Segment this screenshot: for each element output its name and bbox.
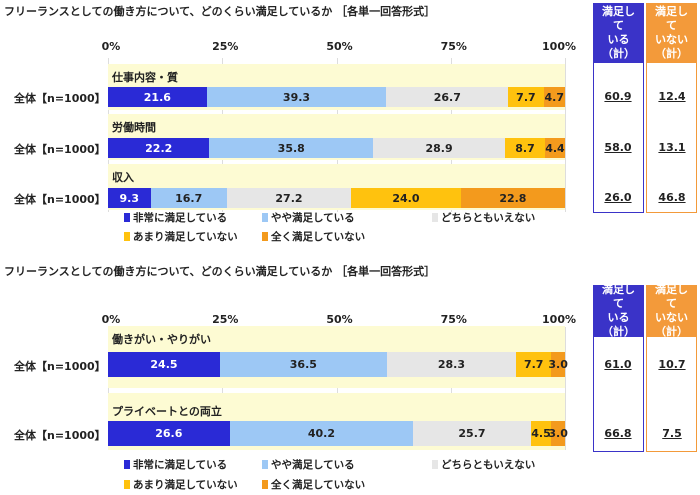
satisfied-total: 61.0 xyxy=(604,357,632,371)
summary-header: 満足して いない （計） xyxy=(646,283,697,338)
bar-segment-3: 26.7 xyxy=(386,87,509,107)
bar-segment-3: 28.3 xyxy=(386,352,517,377)
legend-item: やや満足している xyxy=(262,457,355,472)
legend-label: あまり満足していない xyxy=(133,479,238,491)
legend-item: あまり満足していない xyxy=(124,477,238,492)
bar-segment-5: 4.7 xyxy=(543,87,565,107)
bar-segment-2: 35.8 xyxy=(209,138,374,158)
legend-item: 非常に満足している xyxy=(124,210,227,225)
bar-segment-4: 24.0 xyxy=(351,188,461,208)
row-label: 全体【n=1000】 xyxy=(14,92,106,105)
legend-label: 全く満足していない xyxy=(271,231,366,243)
bar-segment-4: 7.7 xyxy=(516,352,552,377)
axis-tick-label: 100% xyxy=(542,313,576,326)
legend-item: あまり満足していない xyxy=(124,229,238,244)
gridline xyxy=(565,327,566,450)
category-label: プライベートとの両立 xyxy=(112,405,222,418)
satisfied-total: 60.9 xyxy=(604,90,632,103)
legend-label: どちらともいえない xyxy=(441,212,536,224)
bar-segment-3: 28.9 xyxy=(373,138,506,158)
axis-tick-label: 50% xyxy=(326,40,353,53)
summary-header: 満足して いる （計） xyxy=(593,283,644,338)
chart-title: フリーランスとしての働き方について、どのくらい満足しているか ［各単一回答形式］ xyxy=(4,5,436,18)
legend-swatch xyxy=(262,460,268,469)
gridline xyxy=(450,327,452,450)
legend-item: やや満足している xyxy=(262,210,355,225)
unsatisfied-total: 10.7 xyxy=(658,357,686,371)
bar-segment-1: 21.6 xyxy=(108,87,207,107)
axis-tick-label: 100% xyxy=(542,40,576,53)
legend-label: どちらともいえない xyxy=(441,459,536,471)
bar-segment-5: 3.0 xyxy=(548,352,568,377)
satisfied-total: 58.0 xyxy=(604,141,632,154)
legend-swatch xyxy=(124,460,130,469)
summary-header: 満足して いない （計） xyxy=(646,3,697,63)
category-label: 収入 xyxy=(112,171,134,184)
category-label: 働きがい・やりがい xyxy=(112,333,211,346)
category-label: 労働時間 xyxy=(112,121,156,134)
legend-swatch xyxy=(262,213,268,222)
legend-swatch xyxy=(124,480,130,489)
bar-segment-2: 16.7 xyxy=(150,188,227,208)
legend-swatch xyxy=(262,232,268,241)
legend-label: やや満足している xyxy=(271,459,355,471)
axis-tick-label: 0% xyxy=(101,40,121,53)
legend-item: 非常に満足している xyxy=(124,457,227,472)
bar-segment-3: 25.7 xyxy=(413,421,531,446)
row-label: 全体【n=1000】 xyxy=(14,193,106,206)
axis-tick-label: 25% xyxy=(212,40,239,53)
axis-tick-label: 0% xyxy=(101,313,121,326)
gridline xyxy=(336,327,338,450)
bar-segment-2: 39.3 xyxy=(206,87,387,107)
bar-segment-5: 3.0 xyxy=(548,421,568,446)
legend-swatch xyxy=(262,480,268,489)
gridline xyxy=(565,58,566,212)
axis-tick-label: 75% xyxy=(440,40,467,53)
legend-label: 全く満足していない xyxy=(271,479,366,491)
axis-tick-label: 25% xyxy=(212,313,239,326)
bar-segment-1: 24.5 xyxy=(108,352,220,377)
gridline xyxy=(222,327,224,450)
bar-segment-2: 36.5 xyxy=(219,352,387,377)
bar-segment-3: 27.2 xyxy=(226,188,352,208)
legend-swatch xyxy=(432,460,438,469)
legend-label: 非常に満足している xyxy=(133,212,228,224)
bar-segment-1: 9.3 xyxy=(108,188,151,208)
summary-header: 満足して いる （計） xyxy=(593,3,644,63)
bar-segment-2: 40.2 xyxy=(229,421,414,446)
legend-swatch xyxy=(124,232,130,241)
satisfied-total: 66.8 xyxy=(604,426,632,440)
bar-segment-5: 4.4 xyxy=(544,138,565,158)
gridline xyxy=(108,327,109,450)
axis-tick-label: 50% xyxy=(326,313,353,326)
bar-segment-5: 22.8 xyxy=(460,188,565,208)
unsatisfied-total: 46.8 xyxy=(658,191,686,204)
legend-swatch xyxy=(432,213,438,222)
legend-item: 全く満足していない xyxy=(262,477,365,492)
legend-item: 全く満足していない xyxy=(262,229,365,244)
chart-title: フリーランスとしての働き方について、どのくらい満足しているか ［各単一回答形式］ xyxy=(4,265,436,278)
legend-item: どちらともいえない xyxy=(432,457,535,472)
legend-label: あまり満足していない xyxy=(133,231,238,243)
bar-segment-4: 7.7 xyxy=(508,87,544,107)
satisfied-total: 26.0 xyxy=(604,191,632,204)
bar-segment-1: 22.2 xyxy=(108,138,210,158)
row-label: 全体【n=1000】 xyxy=(14,359,106,373)
legend-swatch xyxy=(124,213,130,222)
unsatisfied-total: 7.5 xyxy=(662,426,682,440)
legend-label: 非常に満足している xyxy=(133,459,228,471)
bar-segment-4: 4.5 xyxy=(530,421,552,446)
legend-item: どちらともいえない xyxy=(432,210,535,225)
bar-segment-1: 26.6 xyxy=(108,421,230,446)
row-label: 全体【n=1000】 xyxy=(14,428,106,442)
legend-label: やや満足している xyxy=(271,212,355,224)
bar-segment-4: 8.7 xyxy=(505,138,545,158)
row-label: 全体【n=1000】 xyxy=(14,143,106,156)
axis-tick-label: 75% xyxy=(440,313,467,326)
category-label: 仕事内容・質 xyxy=(112,71,178,84)
unsatisfied-total: 12.4 xyxy=(658,90,686,103)
unsatisfied-total: 13.1 xyxy=(658,141,686,154)
